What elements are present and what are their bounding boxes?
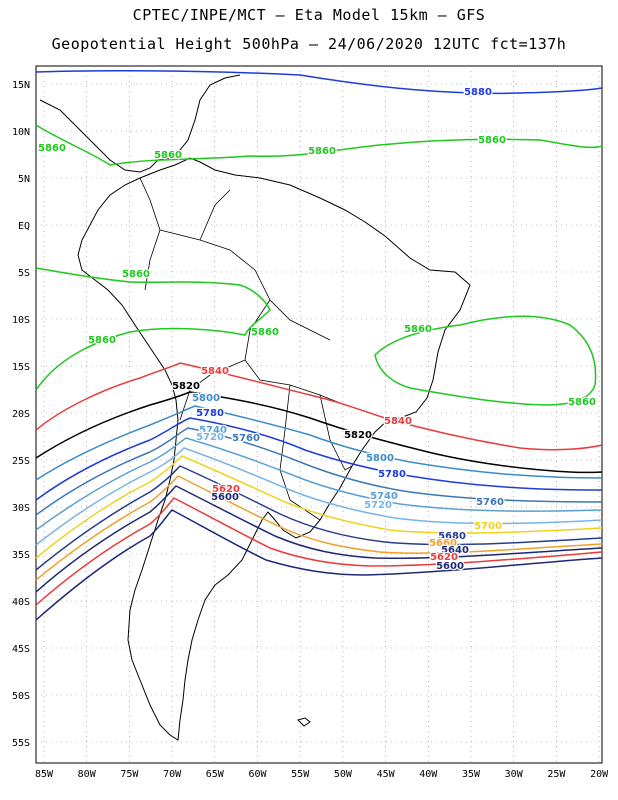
contour-label-5840: 5840 <box>384 416 412 427</box>
contour-5700 <box>35 455 603 559</box>
title-line-2: Geopotential Height 500hPa – 24/06/2020 … <box>51 35 567 53</box>
contour-5720 <box>35 447 603 546</box>
contour-label-5860: 5860 <box>404 324 432 335</box>
lat-label: 15N <box>12 80 30 91</box>
graticule <box>36 66 602 763</box>
lon-label: 75W <box>120 769 139 780</box>
lat-label: 50S <box>12 691 30 702</box>
contour-label-5860: 5860 <box>154 150 182 161</box>
lon-label: 55W <box>291 769 310 780</box>
lat-label: 35S <box>12 550 30 561</box>
contour-label-5860: 5860 <box>568 397 596 408</box>
lon-label: 20W <box>590 769 609 780</box>
coastlines <box>39 74 471 741</box>
lat-label: 5N <box>18 174 30 185</box>
contour-5800 <box>35 405 603 481</box>
contour-label-5600: 5600 <box>211 492 239 503</box>
lat-label: 30S <box>12 503 30 514</box>
contour-5860 <box>35 124 603 166</box>
contour-5860 <box>35 267 271 391</box>
longitude-labels: 85W 80W 75W 70W 65W 60W 55W 50W 45W 40W 35W 30W 25W 2… <box>35 769 609 780</box>
contour-5680 <box>35 465 603 571</box>
lat-label: 55S <box>12 738 30 749</box>
lat-label: 10S <box>12 315 30 326</box>
contour-label-5760: 5760 <box>232 433 260 444</box>
contour-label-5800: 5800 <box>366 453 394 464</box>
height-contours <box>35 70 603 621</box>
contour-label-5860: 5860 <box>88 335 116 346</box>
contour-label-5620: 5620 <box>212 484 240 495</box>
lon-label: 40W <box>419 769 438 780</box>
contour-label-5860: 5860 <box>38 143 66 154</box>
lon-label: 60W <box>248 769 267 780</box>
lat-label: 45S <box>12 644 30 655</box>
contour-5820 <box>35 391 603 474</box>
lat-label: 15S <box>12 362 30 373</box>
contour-label-5660: 5660 <box>429 538 457 549</box>
lon-label: 65W <box>206 769 225 780</box>
contour-5660 <box>35 475 603 581</box>
contour-label-5860: 5860 <box>251 327 279 338</box>
contour-5640 <box>35 485 603 593</box>
contour-5840 <box>35 362 603 451</box>
lon-label: 25W <box>547 769 566 780</box>
contour-labels: 5880 5860 5860 5860 5860 5860 5860 5860 5860 5860… <box>37 86 597 574</box>
contour-label-5720: 5720 <box>196 432 224 443</box>
contour-label-5800: 5800 <box>192 393 220 404</box>
contour-label-5780: 5780 <box>378 469 406 480</box>
lon-label: 45W <box>377 769 396 780</box>
contour-label-5600: 5600 <box>436 561 464 572</box>
lon-label: 50W <box>334 769 353 780</box>
title-line-1: CPTEC/INPE/MCT – Eta Model 15km – GFS <box>132 6 486 24</box>
contour-label-5680: 5680 <box>438 531 466 542</box>
lat-label: 25S <box>12 456 30 467</box>
contour-5880 <box>35 70 603 95</box>
contour-label-5840: 5840 <box>201 366 229 377</box>
lat-label: 20S <box>12 409 30 420</box>
latitude-labels: 15N 10N 5N EQ 5S 10S 15S 20S 25S 30S 35S 40S 45S 50S 5… <box>12 80 30 749</box>
contour-label-5820: 5820 <box>172 381 200 392</box>
lat-label: EQ <box>18 221 30 232</box>
falkland-islands <box>297 717 311 727</box>
contour-label-5620: 5620 <box>430 552 458 563</box>
lon-label: 35W <box>462 769 481 780</box>
contour-label-5780: 5780 <box>196 408 224 419</box>
contour-label-5720: 5720 <box>364 500 392 511</box>
contour-label-5860: 5860 <box>478 135 506 146</box>
contour-label-5820: 5820 <box>344 430 372 441</box>
map-frame <box>35 65 603 764</box>
contour-label-5860: 5860 <box>122 269 150 280</box>
lon-label: 85W <box>35 769 54 780</box>
contour-5860 <box>374 315 597 406</box>
contour-label-5700: 5700 <box>474 521 502 532</box>
lat-label: 40S <box>12 597 30 608</box>
contour-5600 <box>35 509 603 621</box>
contour-label-5740: 5740 <box>370 491 398 502</box>
contour-label-5740: 5740 <box>199 425 227 436</box>
contour-5780 <box>35 417 603 501</box>
lon-label: 80W <box>78 769 97 780</box>
lon-label: 30W <box>505 769 524 780</box>
contour-5760 <box>35 427 603 516</box>
contour-label-5640: 5640 <box>441 545 469 556</box>
lat-label: 5S <box>18 268 30 279</box>
contour-5740 <box>35 437 603 531</box>
contour-label-5880: 5880 <box>464 87 492 98</box>
lat-label: 10N <box>12 127 30 138</box>
contour-label-5760: 5760 <box>476 497 504 508</box>
contour-5620 <box>35 497 603 606</box>
contour-label-5860: 5860 <box>308 146 336 157</box>
south-america-coast <box>77 157 471 741</box>
country-borders <box>139 177 353 521</box>
lon-label: 70W <box>163 769 182 780</box>
